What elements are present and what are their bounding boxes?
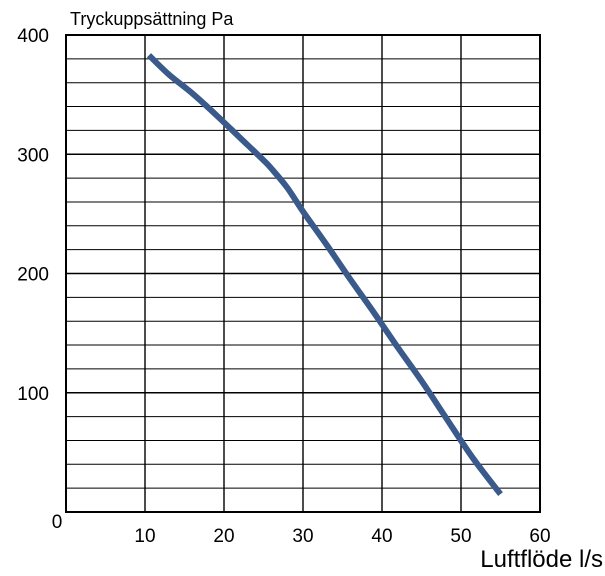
x-tick-label: 60: [529, 526, 550, 547]
x-tick-label: 40: [371, 526, 392, 547]
y-tick-label: 200: [17, 265, 49, 286]
grid: [66, 35, 540, 512]
chart-title: Tryckuppsättning Pa: [70, 9, 234, 29]
x-axis-label: Luftflöde l/s: [480, 546, 603, 571]
series-line: [146, 53, 503, 496]
y-tick-label: 100: [17, 384, 49, 405]
x-tick-label: 30: [292, 526, 313, 547]
x-tick-label: 50: [450, 526, 471, 547]
y-tick-label: 400: [17, 26, 49, 47]
y-tick-labels: 100 200 300 400: [17, 26, 49, 405]
x-tick-labels: 0 10 20 30 40 50 60: [52, 512, 551, 547]
series-layer: [146, 53, 503, 496]
y-tick-label: 300: [17, 145, 49, 166]
plot-frame: [65, 34, 541, 513]
x-tick-label: 20: [213, 526, 234, 547]
plot-border: [65, 34, 541, 513]
x-tick-label: 10: [134, 526, 155, 547]
x-tick-label: 0: [52, 512, 63, 533]
